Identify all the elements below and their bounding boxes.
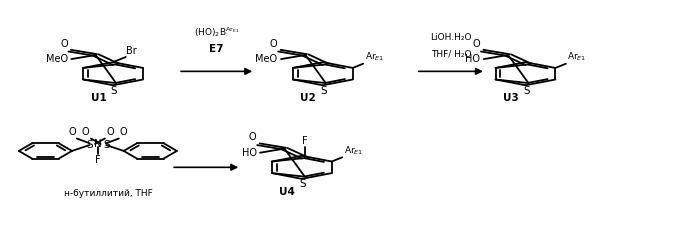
Text: O: O — [249, 132, 257, 142]
Text: O: O — [473, 39, 480, 49]
Text: S: S — [110, 86, 117, 96]
Text: HO: HO — [242, 148, 257, 158]
Text: Ar$_{E1}$: Ar$_{E1}$ — [344, 144, 363, 157]
Text: S: S — [523, 86, 530, 96]
Text: O: O — [107, 127, 115, 137]
Text: S: S — [299, 179, 306, 190]
Text: U4: U4 — [280, 187, 295, 197]
Text: S: S — [103, 140, 110, 150]
Text: н-бутиллитий, THF: н-бутиллитий, THF — [64, 189, 152, 197]
Text: LiOH.H₂O: LiOH.H₂O — [430, 33, 472, 42]
Text: S: S — [320, 86, 327, 96]
Text: MeO: MeO — [255, 54, 278, 64]
Text: Ar$_{E1}$: Ar$_{E1}$ — [568, 51, 586, 63]
Text: (HO)$_2$B$^{\mathsf{Ar_{E1}}}$: (HO)$_2$B$^{\mathsf{Ar_{E1}}}$ — [194, 25, 240, 39]
Text: O: O — [60, 39, 68, 49]
Text: Ar$_{E1}$: Ar$_{E1}$ — [365, 51, 384, 63]
Text: MeO: MeO — [45, 54, 68, 64]
Text: U1: U1 — [91, 93, 106, 103]
Text: HO: HO — [466, 54, 480, 64]
Text: S: S — [86, 140, 93, 150]
Text: Br: Br — [127, 46, 137, 56]
Text: F: F — [302, 136, 308, 146]
Text: O: O — [120, 127, 127, 137]
Text: E7: E7 — [210, 44, 224, 54]
Text: O: O — [69, 127, 76, 137]
Text: N: N — [94, 139, 102, 149]
Text: U3: U3 — [503, 93, 519, 103]
Text: U2: U2 — [301, 93, 316, 103]
Text: O: O — [81, 127, 89, 137]
Text: O: O — [270, 39, 278, 49]
Text: F: F — [95, 155, 101, 165]
Text: THF/ H₂O: THF/ H₂O — [431, 49, 471, 58]
